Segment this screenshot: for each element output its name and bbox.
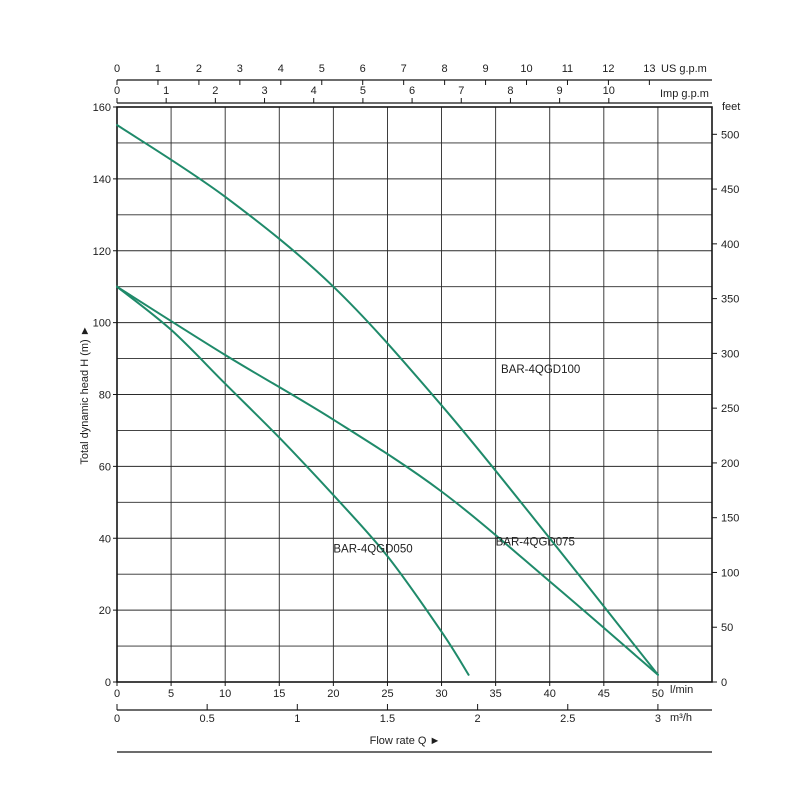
- imp-gpm-tick-label: 10: [603, 85, 615, 97]
- feet-tick-label: 450: [721, 184, 739, 196]
- feet-tick-label: 50: [721, 622, 733, 634]
- m3h-tick-label: 1: [294, 713, 300, 725]
- grid: [117, 107, 712, 682]
- us-gpm-tick-label: 7: [401, 63, 407, 75]
- y-tick-label: 120: [93, 246, 111, 258]
- series-line-bar-4qgd100: [116, 124, 659, 676]
- x-tick-label: 0: [114, 688, 120, 700]
- feet-tick-label: 300: [721, 348, 739, 360]
- us-gpm-tick-label: 10: [520, 63, 532, 75]
- y-tick-label: 80: [99, 390, 111, 402]
- us-gpm-tick-label: 2: [196, 63, 202, 75]
- series-label-bar-4qgd100: BAR-4QGD100: [501, 364, 580, 376]
- series-line-bar-4qgd050: [116, 285, 470, 676]
- m3h-tick-label: 0: [114, 713, 120, 725]
- x-tick-label: 5: [168, 688, 174, 700]
- us-gpm-tick-label: 8: [442, 63, 448, 75]
- us-gpm-tick-label: 12: [602, 63, 614, 75]
- y-tick-label: 160: [93, 102, 111, 114]
- imp-gpm-tick-label: 7: [458, 85, 464, 97]
- us-gpm-tick-label: 4: [278, 63, 284, 75]
- feet-tick-label: 100: [721, 567, 739, 579]
- x-tick-label: 35: [490, 688, 502, 700]
- x-tick-label: 45: [598, 688, 610, 700]
- series-line-bar-4qgd075: [116, 285, 659, 676]
- us-gpm-tick-label: 11: [562, 63, 573, 75]
- x-tick-label: 30: [435, 688, 447, 700]
- m3h-tick-label: 2.5: [560, 713, 575, 725]
- imp-gpm-axis-unit: Imp g.p.m: [660, 88, 709, 100]
- imp-gpm-tick-label: 0: [114, 85, 120, 97]
- m3h-tick-label: 1.5: [380, 713, 395, 725]
- axes: 0204060801001201401600501001502002503003…: [93, 63, 739, 753]
- feet-tick-label: 400: [721, 239, 739, 251]
- imp-gpm-tick-label: 8: [507, 85, 513, 97]
- m3h-tick-label: 0.5: [200, 713, 215, 725]
- y-tick-label: 0: [105, 677, 111, 689]
- imp-gpm-tick-label: 2: [212, 85, 218, 97]
- imp-gpm-tick-label: 9: [557, 85, 563, 97]
- x-tick-label: 25: [381, 688, 393, 700]
- us-gpm-tick-label: 6: [360, 63, 366, 75]
- us-gpm-tick-label: 3: [237, 63, 243, 75]
- m3h-tick-label: 3: [655, 713, 661, 725]
- imp-gpm-tick-label: 5: [360, 85, 366, 97]
- x-axis-unit: l/min: [670, 684, 693, 696]
- feet-tick-label: 500: [721, 129, 739, 141]
- feet-tick-label: 0: [721, 677, 727, 689]
- x-tick-label: 10: [219, 688, 231, 700]
- y-tick-label: 100: [93, 318, 111, 330]
- y-tick-label: 60: [99, 461, 111, 473]
- feet-tick-label: 250: [721, 403, 739, 415]
- feet-tick-label: 350: [721, 294, 739, 306]
- x-axis-title: Flow rate Q ►: [370, 735, 441, 747]
- feet-tick-label: 200: [721, 458, 739, 470]
- x-tick-label: 15: [273, 688, 285, 700]
- y-axis-title: Total dynamic head H (m) ►: [79, 325, 91, 464]
- x-tick-label: 20: [327, 688, 339, 700]
- series-curves: BAR-4QGD050 BAR-4QGD075 BAR-4QGD100: [116, 124, 659, 676]
- us-gpm-tick-label: 0: [114, 63, 120, 75]
- imp-gpm-tick-label: 4: [311, 85, 317, 97]
- y-tick-label: 20: [99, 605, 111, 617]
- us-gpm-tick-label: 13: [643, 63, 655, 75]
- imp-gpm-tick-label: 1: [163, 85, 169, 97]
- us-gpm-tick-label: 9: [483, 63, 489, 75]
- feet-tick-label: 150: [721, 513, 739, 525]
- x-tick-label: 50: [652, 688, 664, 700]
- m3h-axis-unit: m³/h: [670, 712, 692, 724]
- imp-gpm-tick-label: 6: [409, 85, 415, 97]
- imp-gpm-tick-label: 3: [261, 85, 267, 97]
- us-gpm-axis-unit: US g.p.m: [661, 63, 707, 75]
- feet-axis-unit: feet: [722, 101, 740, 113]
- m3h-tick-label: 2: [475, 713, 481, 725]
- us-gpm-tick-label: 1: [155, 63, 161, 75]
- series-label-bar-4qgd050: BAR-4QGD050: [333, 544, 412, 556]
- y-tick-label: 140: [93, 174, 111, 186]
- series-label-bar-4qgd075: BAR-4QGD075: [496, 536, 575, 548]
- us-gpm-tick-label: 5: [319, 63, 325, 75]
- x-tick-label: 40: [544, 688, 556, 700]
- y-tick-label: 40: [99, 533, 111, 545]
